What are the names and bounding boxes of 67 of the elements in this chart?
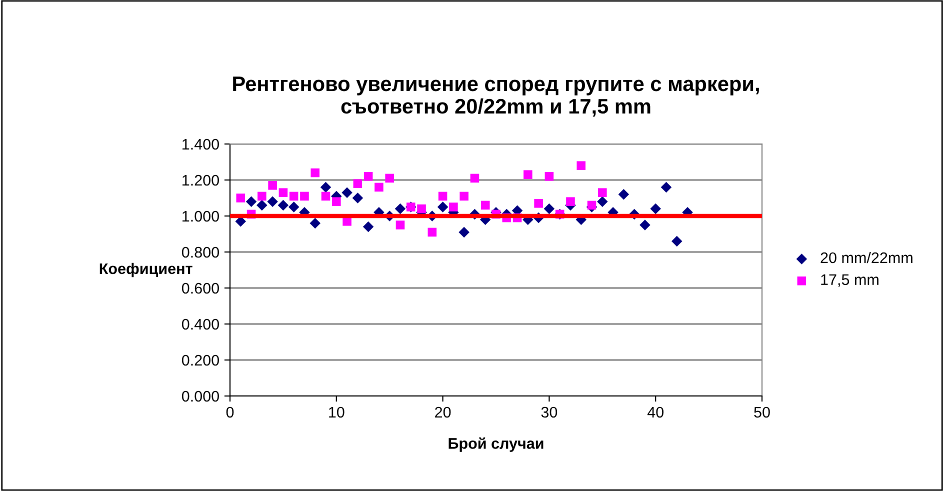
point	[320, 182, 332, 193]
point	[288, 202, 300, 212]
x-tick-label: 40	[647, 406, 664, 418]
y-tick-label: 0.600	[182, 282, 219, 294]
point	[660, 182, 672, 193]
point	[394, 203, 406, 214]
point	[352, 192, 364, 204]
x-tick-label: 50	[754, 406, 770, 418]
point	[258, 192, 266, 201]
point	[438, 192, 448, 201]
point	[236, 194, 246, 202]
point	[597, 196, 608, 207]
point	[256, 200, 268, 211]
point	[534, 199, 543, 208]
point	[650, 203, 661, 214]
x-tick-label: 20	[435, 406, 451, 418]
x-tick-label: 30	[541, 406, 558, 418]
point	[437, 202, 448, 212]
point	[618, 189, 630, 200]
point	[544, 172, 554, 181]
y-axis-title: Коефициент	[100, 262, 192, 278]
y-tick-label: 1.400	[182, 138, 219, 150]
x-tick-label: 0	[226, 406, 234, 418]
point	[268, 181, 277, 190]
point	[470, 174, 480, 183]
chart-title: Рентгеново увеличение според групите с маркери, съответно 20/22mm и 17,5 mm	[233, 76, 759, 117]
point	[289, 192, 298, 201]
y-tick-label: 0.400	[182, 318, 219, 330]
point	[417, 204, 426, 214]
point	[458, 226, 470, 238]
point	[480, 200, 490, 210]
x-tick-label: 10	[329, 406, 344, 418]
point	[524, 170, 532, 179]
point	[566, 197, 575, 206]
point	[321, 192, 330, 201]
point	[672, 236, 682, 247]
y-tick-label: 0.800	[182, 246, 219, 258]
point	[576, 161, 586, 170]
point	[310, 168, 320, 178]
point	[278, 200, 289, 211]
point	[353, 179, 362, 188]
point	[374, 182, 384, 192]
point	[332, 197, 341, 206]
point	[428, 228, 437, 237]
point	[587, 200, 596, 210]
point	[364, 172, 373, 181]
x-axis-title: Брой случаи	[448, 437, 544, 452]
point	[460, 192, 468, 201]
legend-label: 17,5 mm	[821, 274, 878, 287]
y-tick-label: 0.000	[182, 390, 219, 402]
y-tick-label: 1.200	[182, 174, 219, 186]
point	[300, 192, 309, 201]
point	[640, 220, 650, 230]
point	[544, 203, 555, 214]
y-tick-label: 0.200	[182, 354, 219, 366]
point	[362, 221, 374, 232]
y-tick-label: 1.000	[182, 210, 219, 222]
point	[598, 188, 607, 197]
point	[267, 196, 278, 207]
point	[396, 220, 405, 230]
point	[385, 174, 394, 183]
point	[449, 202, 458, 212]
point	[278, 188, 288, 197]
point	[342, 187, 352, 198]
point	[246, 196, 257, 207]
point	[310, 218, 320, 229]
legend-label: 20 mm/22mm	[820, 252, 912, 264]
